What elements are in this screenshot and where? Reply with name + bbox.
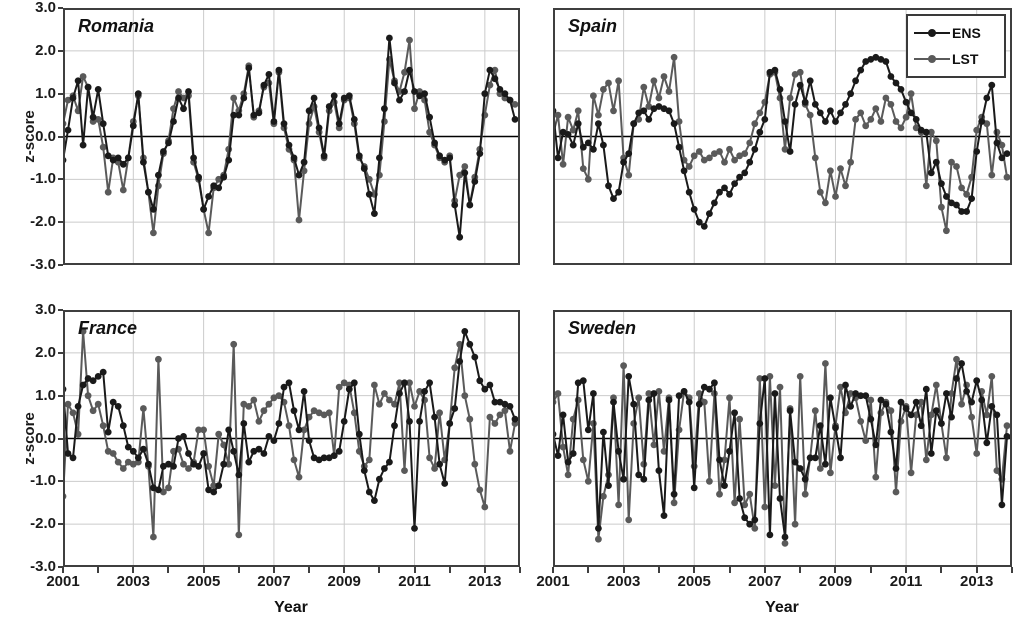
y-tick-mark [58,480,63,483]
x-axis-label-right: Year [765,599,799,616]
y-tick-mark [58,437,63,440]
y-tick-mark [58,7,63,9]
y-tick-label: 0.0 [35,429,56,447]
y-tick-mark [58,264,63,266]
y-tick-label: -3.0 [30,558,56,575]
x-tick-mark [728,567,731,573]
y-tick-mark [58,351,63,354]
y-tick-label: 2.0 [35,343,56,361]
x-tick-mark [343,567,346,573]
panel-spain [553,8,1012,265]
x-tick-label: 2013 [468,573,502,590]
x-tick-label: 2013 [960,573,994,590]
x-tick-mark [657,567,660,573]
y-tick-mark [58,309,63,311]
y-tick-label: -1.0 [30,170,56,188]
chart-svg-france [63,310,520,567]
x-tick-label: 2001 [536,573,570,590]
x-tick-mark [622,567,625,573]
y-tick-mark [58,178,63,181]
x-axis-label-left: Year [274,599,308,616]
x-tick-mark [799,567,802,573]
legend-row-lst: LST [914,46,998,72]
ens-line-marker-icon [914,28,950,38]
legend-label-ens: ENS [952,25,981,41]
chart-svg-sweden [553,310,1012,567]
x-tick-mark [132,567,135,573]
x-tick-mark [237,567,240,573]
x-tick-label: 2003 [116,573,150,590]
chart-svg-romania [63,8,520,265]
y-tick-label: 3.0 [35,0,56,16]
y-tick-label: 3.0 [35,301,56,318]
x-tick-label: 2011 [889,573,923,590]
x-tick-label: 2009 [327,573,361,590]
x-tick-label: 2001 [46,573,80,590]
y-tick-mark [58,221,63,224]
x-tick-label: 2009 [818,573,853,590]
legend-row-ens: ENS [914,20,998,46]
y-tick-mark [58,92,63,95]
chart-svg-spain [553,8,1012,265]
panel-sweden [553,310,1012,567]
x-tick-mark [975,567,978,573]
y-tick-label: -2.0 [30,515,56,533]
y-tick-label: 1.0 [35,84,56,102]
x-tick-mark [448,567,451,573]
x-tick-mark [413,567,416,573]
x-tick-mark [272,567,275,573]
x-tick-mark [167,567,170,573]
x-tick-label: 2003 [606,573,641,590]
x-tick-mark [763,567,766,573]
y-tick-label: 1.0 [35,386,56,404]
x-tick-mark [308,567,311,573]
panel-title-romania: Romania [78,16,155,36]
x-tick-mark [378,567,381,573]
y-tick-mark [58,394,63,397]
x-tick-label: 2005 [186,573,221,590]
x-tick-mark [1011,567,1013,573]
x-tick-mark [552,567,554,573]
y-tick-label: 0.0 [35,127,56,145]
x-tick-mark [202,567,205,573]
x-tick-mark [834,567,837,573]
x-tick-mark [519,567,521,573]
y-tick-mark [58,135,63,138]
panel-romania [63,8,520,265]
y-tick-label: 2.0 [35,41,56,59]
y-tick-label: -1.0 [30,472,56,490]
panel-title-spain: Spain [568,16,618,36]
x-tick-label: 2011 [398,573,431,590]
panel-title-sweden: Sweden [568,318,637,338]
x-tick-label: 2007 [257,573,291,590]
lst-line-marker-icon [914,54,950,64]
x-tick-mark [869,567,872,573]
legend-label-lst: LST [952,51,979,67]
x-tick-mark [587,567,590,573]
x-tick-mark [905,567,908,573]
lst-legend-dot [928,55,936,63]
x-tick-mark [940,567,943,573]
y-tick-mark [58,566,63,568]
x-tick-label: 2005 [677,573,711,590]
x-tick-mark [483,567,486,573]
x-tick-label: 2007 [748,573,782,590]
x-tick-mark [693,567,696,573]
y-tick-mark [58,523,63,526]
x-tick-mark [97,567,100,573]
x-tick-mark [62,567,64,573]
panel-france [63,310,520,567]
y-tick-mark [58,49,63,52]
y-tick-label: -2.0 [30,213,56,231]
y-tick-label: -3.0 [30,256,56,273]
panel-title-france: France [78,318,138,338]
ens-legend-dot [928,29,936,37]
legend: ENS LST [906,14,1006,78]
